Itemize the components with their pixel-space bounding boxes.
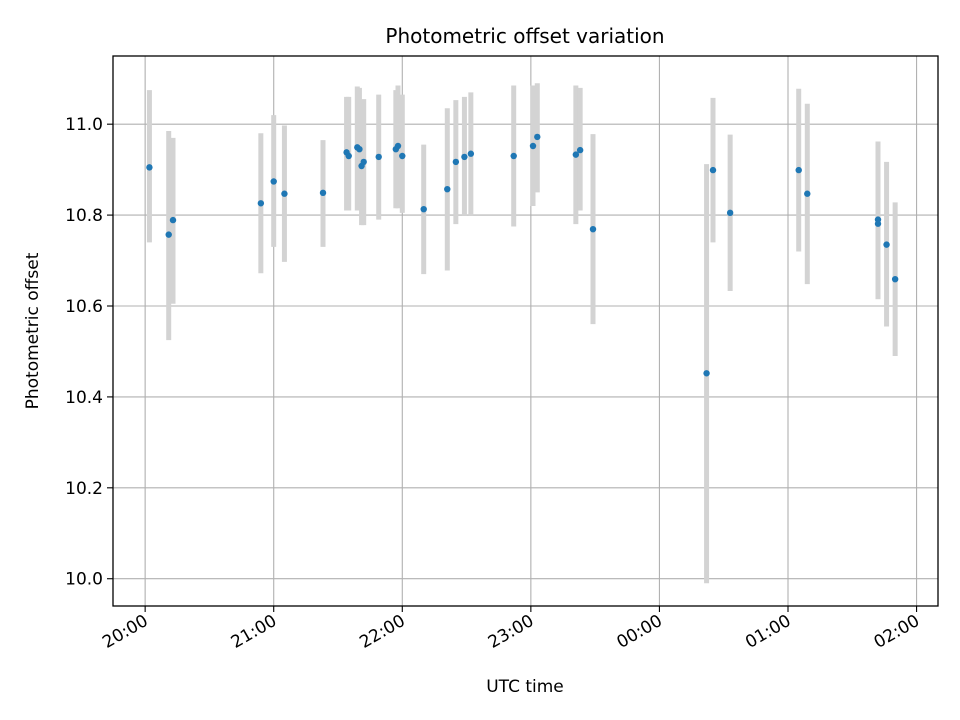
y-tick-label: 11.0 [65, 115, 103, 135]
data-point [709, 166, 717, 174]
data-point [169, 216, 177, 224]
data-point [534, 133, 541, 141]
chart-title: Photometric offset variation [385, 24, 664, 48]
data-point [146, 164, 153, 171]
y-tick-label: 10.8 [65, 206, 103, 226]
y-tick-label: 10.4 [65, 388, 103, 408]
y-axis-ticks: 10.0 10.2 10.4 10.6 10.8 11.0 [65, 115, 113, 590]
data-point [529, 142, 537, 150]
y-tick-label: 10.6 [65, 297, 103, 317]
data-points [146, 133, 899, 377]
data-point [319, 189, 327, 197]
x-axis-label: UTC time [486, 677, 564, 697]
data-point [461, 153, 468, 161]
data-point [375, 153, 382, 161]
data-point [572, 151, 580, 158]
data-point [399, 152, 406, 160]
data-point [510, 152, 517, 160]
data-point [576, 146, 584, 154]
data-point [394, 142, 402, 150]
data-point [270, 178, 277, 185]
data-point [467, 150, 475, 157]
data-point [589, 225, 597, 233]
data-point [795, 166, 802, 174]
data-point [356, 145, 363, 153]
data-point [452, 158, 460, 166]
data-point [883, 241, 890, 248]
data-point [257, 200, 265, 207]
data-point [703, 370, 710, 377]
y-axis-label: Photometric offset [23, 252, 43, 409]
data-point [444, 185, 451, 193]
data-point [360, 158, 367, 166]
data-point [345, 152, 352, 160]
data-point [420, 205, 427, 213]
data-point [804, 190, 811, 197]
data-point [281, 190, 288, 197]
data-point [165, 231, 172, 238]
data-point [726, 209, 734, 217]
data-point [874, 220, 882, 227]
plot-frame [112, 55, 939, 607]
y-tick-label: 10.2 [65, 479, 103, 499]
data-point [891, 275, 899, 283]
y-tick-label: 10.0 [65, 570, 103, 590]
